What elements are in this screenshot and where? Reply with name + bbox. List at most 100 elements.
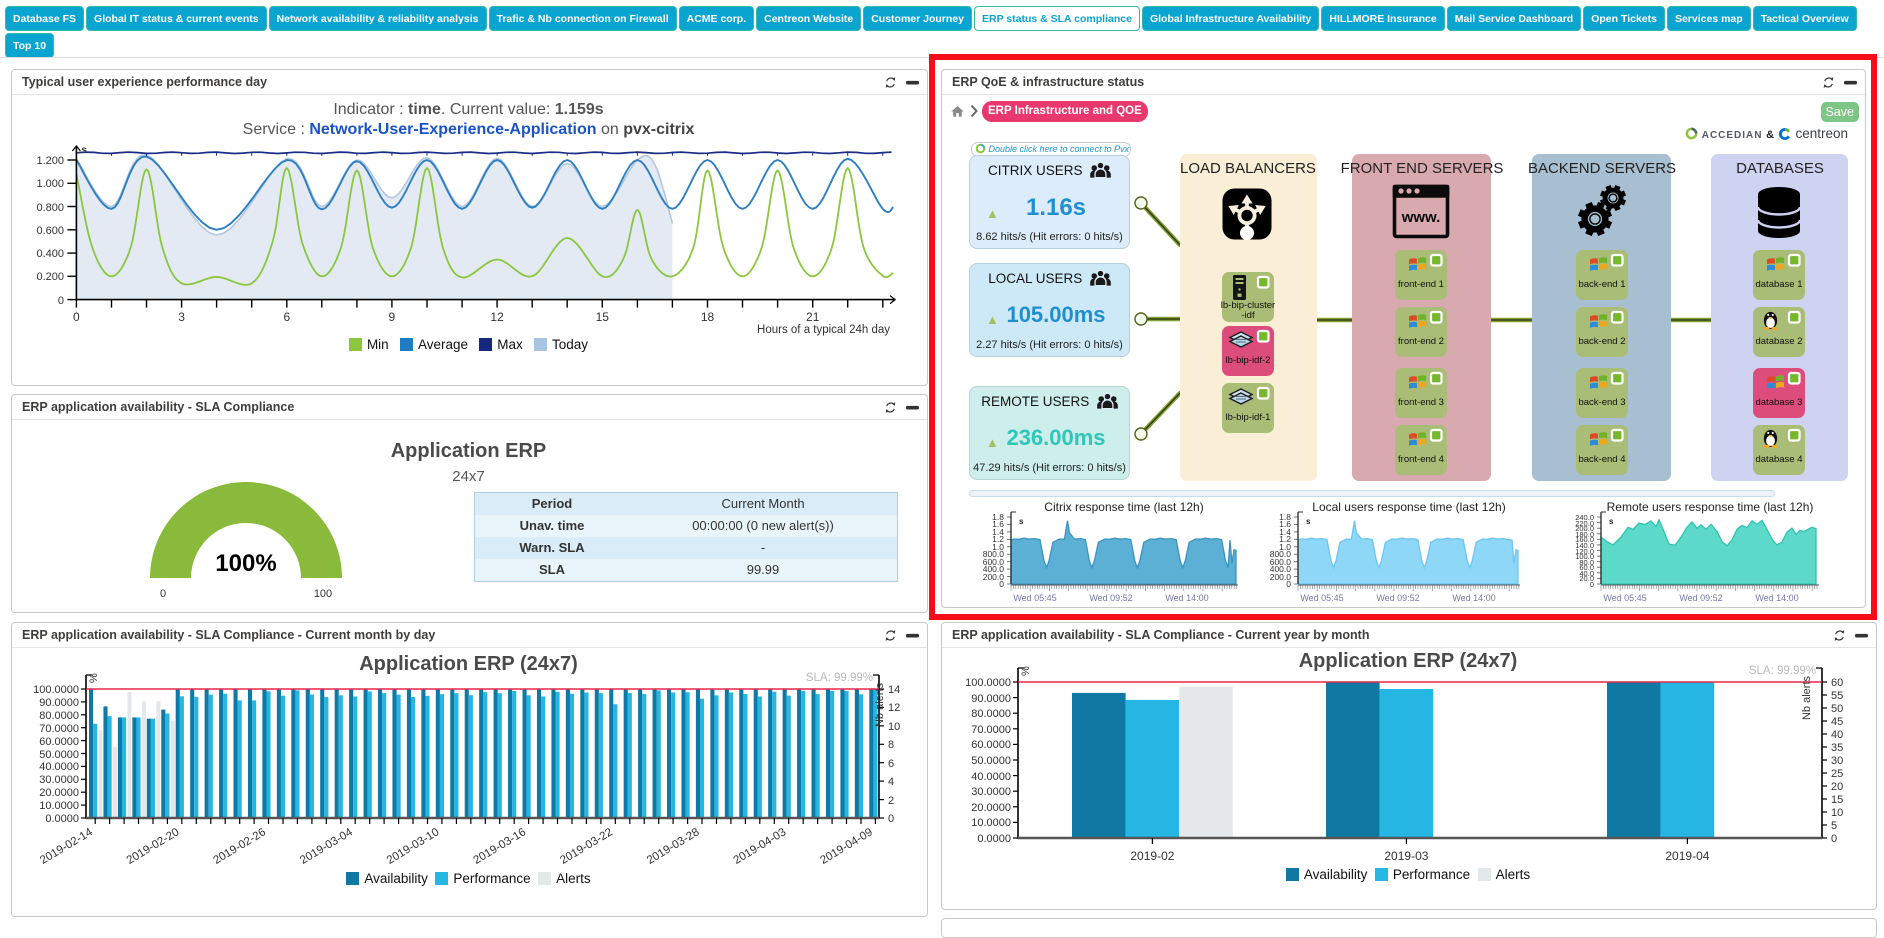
svg-text:2019-03: 2019-03: [1384, 849, 1428, 863]
svg-text:1.2: 1.2: [992, 534, 1004, 544]
svg-text:s: s: [1306, 517, 1311, 526]
svg-text:front-end 1: front-end 1: [1398, 279, 1444, 290]
svg-text:40.0000: 40.0000: [971, 771, 1011, 783]
svg-text:200.0: 200.0: [983, 572, 1005, 582]
svg-text:DATABASES: DATABASES: [1736, 160, 1824, 177]
svg-text:220.0: 220.0: [1575, 519, 1594, 528]
svg-text:1.0: 1.0: [1279, 542, 1291, 552]
svg-text:0: 0: [160, 588, 166, 600]
svg-text:0: 0: [999, 579, 1004, 589]
svg-text:0: 0: [888, 813, 894, 825]
svg-text:12: 12: [490, 310, 504, 324]
svg-text:60.0000: 60.0000: [971, 739, 1011, 751]
svg-text:14: 14: [888, 684, 900, 696]
svg-text:FRONT END SERVERS: FRONT END SERVERS: [1341, 160, 1504, 177]
svg-text:6: 6: [888, 758, 894, 770]
svg-text:Remote users response time (la: Remote users response time (last 12h): [1607, 500, 1814, 514]
svg-text:www.: www.: [1401, 209, 1441, 226]
svg-text:100.0: 100.0: [1575, 552, 1594, 561]
svg-text:2019-04-09: 2019-04-09: [818, 826, 875, 867]
svg-text:Wed 05:45: Wed 05:45: [1013, 593, 1056, 603]
svg-text:30.0000: 30.0000: [971, 786, 1011, 798]
svg-text:60.0: 60.0: [1579, 563, 1594, 572]
svg-text:600.0: 600.0: [1270, 557, 1292, 567]
svg-text:40: 40: [1831, 729, 1843, 741]
svg-text:20.0: 20.0: [1579, 574, 1594, 583]
svg-text:lb-bip-idf-2: lb-bip-idf-2: [1226, 355, 1271, 366]
svg-text:80.0000: 80.0000: [39, 710, 79, 722]
svg-text:10.0000: 10.0000: [971, 817, 1011, 829]
svg-text:30.0000: 30.0000: [39, 774, 79, 786]
svg-text:100.0000: 100.0000: [33, 684, 79, 696]
svg-text:20.0000: 20.0000: [971, 802, 1011, 814]
svg-text:database 2: database 2: [1755, 336, 1802, 347]
svg-text:18: 18: [701, 310, 715, 324]
svg-text:1.2: 1.2: [1279, 534, 1291, 544]
svg-text:60.0000: 60.0000: [39, 736, 79, 748]
svg-text:0.600: 0.600: [36, 225, 64, 237]
svg-text:90.0000: 90.0000: [971, 693, 1011, 705]
svg-text:Wed 09:52: Wed 09:52: [1089, 593, 1132, 603]
svg-text:Wed 14:00: Wed 14:00: [1755, 593, 1798, 603]
svg-text:lb-bip-cluster: lb-bip-cluster: [1221, 300, 1275, 311]
svg-text:12: 12: [888, 702, 900, 714]
svg-text:200.0: 200.0: [1270, 572, 1292, 582]
svg-text:600.0: 600.0: [983, 557, 1005, 567]
svg-text:800.0: 800.0: [1270, 549, 1292, 559]
svg-text:0: 0: [1831, 833, 1837, 845]
svg-text:2019-03-04: 2019-03-04: [298, 826, 355, 867]
svg-text:50: 50: [1831, 703, 1843, 715]
svg-text:400.0: 400.0: [1270, 564, 1292, 574]
svg-text:Nb alerts: Nb alerts: [874, 682, 886, 727]
svg-text:2019-02-20: 2019-02-20: [125, 826, 182, 867]
svg-text:2019-02-26: 2019-02-26: [211, 826, 268, 867]
svg-text:back-end 2: back-end 2: [1578, 336, 1625, 347]
svg-text:800.0: 800.0: [983, 549, 1005, 559]
svg-text:2019-03-16: 2019-03-16: [472, 826, 529, 867]
svg-text:15: 15: [596, 310, 610, 324]
svg-text:120.0: 120.0: [1575, 547, 1594, 556]
svg-text:30: 30: [1831, 755, 1843, 767]
svg-text:200.0: 200.0: [1575, 524, 1594, 533]
svg-text:Hours of a typical 24h day: Hours of a typical 24h day: [757, 324, 890, 336]
svg-text:Wed 05:45: Wed 05:45: [1300, 593, 1343, 603]
svg-text:8: 8: [888, 739, 894, 751]
svg-text:0.800: 0.800: [36, 202, 64, 214]
svg-text:Local users response time (las: Local users response time (last 12h): [1312, 500, 1505, 514]
svg-text:1.8: 1.8: [992, 512, 1004, 522]
svg-text:0.0000: 0.0000: [45, 813, 79, 825]
svg-text:40.0000: 40.0000: [39, 761, 79, 773]
svg-text:Wed 09:52: Wed 09:52: [1376, 593, 1419, 603]
svg-text:Wed 14:00: Wed 14:00: [1452, 593, 1495, 603]
svg-text:40.0: 40.0: [1579, 569, 1594, 578]
svg-text:2019-03-10: 2019-03-10: [385, 826, 442, 867]
svg-text:21: 21: [806, 310, 820, 324]
svg-text:180.0: 180.0: [1575, 530, 1594, 539]
svg-text:70.0000: 70.0000: [971, 724, 1011, 736]
svg-text:front-end 2: front-end 2: [1398, 336, 1444, 347]
svg-text:0.0000: 0.0000: [977, 833, 1011, 845]
svg-text:lb-bip-idf-1: lb-bip-idf-1: [1226, 412, 1271, 423]
svg-text:20: 20: [1831, 781, 1843, 793]
svg-text:s: s: [1609, 517, 1614, 526]
svg-text:2019-03-22: 2019-03-22: [558, 826, 615, 867]
svg-text:45: 45: [1831, 716, 1843, 728]
svg-text:100: 100: [314, 588, 332, 600]
svg-text:-idf: -idf: [1241, 310, 1255, 321]
svg-text:80.0000: 80.0000: [971, 708, 1011, 720]
svg-text:90.0000: 90.0000: [39, 697, 79, 709]
svg-text:Citrix response time (last 12h: Citrix response time (last 12h): [1044, 500, 1203, 514]
svg-text:database 4: database 4: [1755, 454, 1802, 465]
svg-text:back-end 3: back-end 3: [1578, 397, 1625, 408]
svg-text:LOAD BALANCERS: LOAD BALANCERS: [1180, 160, 1316, 177]
svg-text:1.0: 1.0: [992, 542, 1004, 552]
svg-text:10: 10: [1831, 807, 1843, 819]
svg-text:100.0000: 100.0000: [965, 677, 1011, 689]
svg-text:2019-02-14: 2019-02-14: [38, 826, 95, 867]
svg-text:100%: 100%: [215, 550, 276, 577]
svg-text:9: 9: [389, 310, 396, 324]
svg-text:1.4: 1.4: [1279, 527, 1291, 537]
svg-text:Wed 05:45: Wed 05:45: [1603, 593, 1646, 603]
svg-text:1.000: 1.000: [36, 178, 64, 190]
svg-text:2019-02: 2019-02: [1130, 849, 1174, 863]
